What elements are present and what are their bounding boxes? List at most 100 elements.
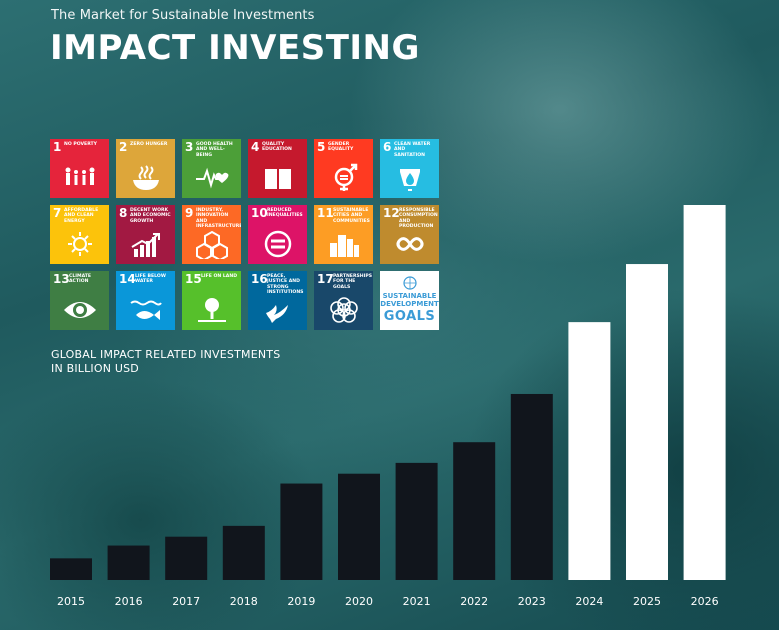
page-title: IMPACT INVESTING [50,28,420,68]
sdg-tile-2: 2 ZERO HUNGER [116,139,175,198]
sdg-tile-1: 1 NO POVERTY [50,139,109,198]
bar-2017 [165,536,208,580]
sdg-tile-number: 17 [317,272,334,286]
sdg-logo-tile: SUSTAINABLE DEVELOPMENT GOALS [380,271,439,330]
book-icon [248,162,307,194]
people-icon [50,162,109,194]
bowl-icon [116,162,175,194]
sdg-tile-14: 14 LIFE BELOW WATER [116,271,175,330]
sdg-tile-10: 10 REDUCED INEQUALITIES [248,205,307,264]
sdg-tile-16: 16 PEACE, JUSTICE AND STRONG INSTITUTIONS [248,271,307,330]
sdg-tile-11: 11 SUSTAINABLE CITIES AND COMMUNITIES [314,205,373,264]
sdg-tile-label: GOOD HEALTH AND WELL-BEING [196,142,233,158]
sdg-tile-17: 17 PARTNERSHIPS FOR THE GOALS [314,271,373,330]
bar-2015 [50,558,92,580]
sdg-tile-label: CLEAN WATER AND SANITATION [394,142,431,158]
bar-2022 [453,442,496,580]
sdg-tile-number: 12 [383,206,400,220]
bar-2025 [626,264,668,580]
x-tick-label: 2021 [403,595,431,608]
sdg-tile-label: REDUCED INEQUALITIES [267,208,303,219]
dove-icon [248,294,307,326]
bar-2018 [222,525,265,580]
sdg-tile-label: QUALITY EDUCATION [262,142,292,153]
page-subtitle: The Market for Sustainable Investments [51,8,315,23]
sdg-logo-line-1: SUSTAINABLE [382,292,437,300]
eye-globe-icon [50,294,109,326]
sdg-tile-13: 13 CLIMATE ACTION [50,271,109,330]
x-tick-label: 2022 [460,595,488,608]
sdg-tile-number: 2 [119,140,128,154]
sdg-tile-8: 8 DECENT WORK AND ECONOMIC GROWTH [116,205,175,264]
sdg-tile-number: 15 [185,272,202,286]
x-tick-label: 2025 [633,595,661,608]
sdg-tile-label: LIFE BELOW WATER [135,274,166,285]
sdg-tile-number: 10 [251,206,268,220]
sdg-tile-label: GENDER EQUALITY [328,142,354,153]
city-icon [314,228,373,260]
growth-chart-icon [116,228,175,260]
sdg-tile-label: AFFORDABLE AND CLEAN ENERGY [64,208,99,224]
tree-icon [182,294,241,326]
sdg-tile-label: ZERO HUNGER [130,142,168,147]
gender-icon [314,162,373,194]
sdg-tile-number: 16 [251,272,268,286]
water-icon [380,162,439,194]
sdg-tile-6: 6 CLEAN WATER AND SANITATION [380,139,439,198]
bar-2021 [395,462,438,580]
sdg-tile-label: CLIMATE ACTION [69,274,92,285]
x-tick-label: 2020 [345,595,373,608]
bar-2023 [510,393,553,580]
sdg-tile-number: 8 [119,206,128,220]
rings-icon [314,294,373,326]
sdg-tile-number: 1 [53,140,62,154]
sdg-tile-number: 6 [383,140,392,154]
bar-2026 [683,205,726,580]
bar-2024 [568,322,611,580]
x-tick-label: 2016 [115,595,143,608]
sdg-icon-grid: 1 NO POVERTY 2 ZERO HUNGER 3 GOOD HEALTH AND … [50,139,439,330]
sdg-tile-number: 9 [185,206,194,220]
sdg-tile-5: 5 GENDER EQUALITY [314,139,373,198]
sdg-tile-3: 3 GOOD HEALTH AND WELL-BEING [182,139,241,198]
sdg-tile-number: 14 [119,272,136,286]
infinity-icon [380,228,439,260]
sdg-tile-number: 13 [53,272,70,286]
bar-2016 [107,545,150,580]
sdg-tile-number: 11 [317,206,334,220]
sdg-tile-number: 7 [53,206,62,220]
sdg-tile-label: PARTNERSHIPS FOR THE GOALS [333,274,373,290]
un-emblem-icon [380,276,439,290]
sdg-tile-label: INDUSTRY, INNOVATION AND INFRASTRUCTURE [196,208,241,229]
sdg-tile-label: SUSTAINABLE CITIES AND COMMUNITIES [333,208,370,224]
sun-icon [50,228,109,260]
sdg-logo-line-2: DEVELOPMENT [380,300,439,308]
sdg-logo-line-3: GOALS [383,309,436,324]
sdg-tile-label: NO POVERTY [64,142,97,147]
sdg-tile-number: 4 [251,140,260,154]
chart-caption-line-1: GLOBAL IMPACT RELATED INVESTMENTS [51,348,281,361]
sdg-tile-15: 15 LIFE ON LAND [182,271,241,330]
fish-icon [116,294,175,326]
x-tick-label: 2026 [691,595,719,608]
bar-2019 [280,483,323,580]
x-tick-label: 2015 [57,595,85,608]
x-tick-label: 2023 [518,595,546,608]
sdg-tile-number: 5 [317,140,326,154]
chart-caption: GLOBAL IMPACT RELATED INVESTMENTS IN BIL… [51,348,280,376]
x-tick-label: 2019 [287,595,315,608]
chart-caption-line-2: IN BILLION USD [51,362,139,375]
sdg-tile-label: RESPONSIBLE CONSUMPTION AND PRODUCTION [399,208,438,229]
sdg-tile-12: 12 RESPONSIBLE CONSUMPTION AND PRODUCTION [380,205,439,264]
sdg-tile-label: PEACE, JUSTICE AND STRONG INSTITUTIONS [267,274,304,295]
sdg-tile-label: LIFE ON LAND [201,274,238,279]
heartbeat-icon [182,162,241,194]
x-tick-label: 2018 [230,595,258,608]
cubes-icon [182,228,241,260]
sdg-tile-label: DECENT WORK AND ECONOMIC GROWTH [130,208,171,224]
sdg-tile-4: 4 QUALITY EDUCATION [248,139,307,198]
x-tick-label: 2024 [575,595,603,608]
equals-icon [248,228,307,260]
x-tick-label: 2017 [172,595,200,608]
